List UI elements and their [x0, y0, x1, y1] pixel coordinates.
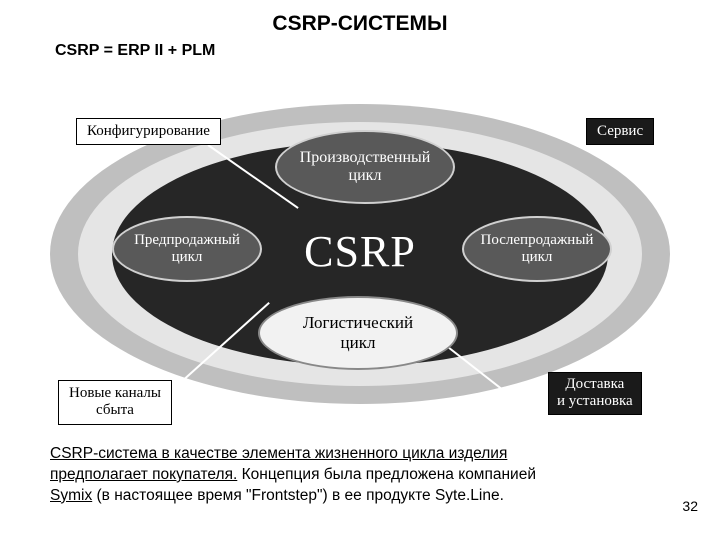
footer-plain: Концепция была предложена компанией	[237, 466, 536, 483]
footer-underline: Symix	[50, 487, 92, 504]
page-number: 32	[682, 498, 698, 514]
csrp-diagram: CSRP Производственный цикл Предпродажный…	[50, 104, 670, 414]
bubble-text: Логистический	[303, 313, 413, 333]
callout-delivery: Доставка и установка	[548, 372, 642, 415]
page-title: CSRP-СИСТЕМЫ	[0, 12, 720, 36]
bubble-logistics: Логистический цикл	[258, 296, 458, 370]
page-subtitle: CSRP = ERP II + PLM	[55, 42, 720, 60]
callout-service: Сервис	[586, 118, 654, 145]
footer-text: CSRP-система в качестве элемента жизненн…	[50, 444, 670, 507]
callout-text: Новые каналы	[69, 385, 161, 402]
footer-underline: предполагает покупателя.	[50, 466, 237, 483]
footer-underline: CSRP-система в качестве элемента жизненн…	[50, 445, 507, 462]
bubble-text: цикл	[522, 249, 553, 266]
bubble-text: цикл	[341, 333, 376, 353]
callout-channels: Новые каналы сбыта	[58, 380, 172, 425]
footer-plain: (в настоящее время "Frontstep") в ее про…	[92, 487, 504, 504]
bubble-text: цикл	[172, 249, 203, 266]
bubble-text: Послепродажный	[481, 232, 594, 249]
callout-text: сбыта	[69, 402, 161, 419]
bubble-text: Предпродажный	[134, 232, 240, 249]
callout-text: Доставка	[557, 376, 633, 393]
bubble-text: Производственный	[300, 149, 431, 167]
callout-text: Сервис	[597, 123, 643, 139]
bubble-text: цикл	[349, 167, 382, 185]
bubble-production: Производственный цикл	[275, 130, 455, 204]
callout-text: и установка	[557, 393, 633, 410]
bubble-postsale: Послепродажный цикл	[462, 216, 612, 282]
callout-config: Конфигурирование	[76, 118, 221, 145]
bubble-presale: Предпродажный цикл	[112, 216, 262, 282]
callout-text: Конфигурирование	[87, 123, 210, 139]
